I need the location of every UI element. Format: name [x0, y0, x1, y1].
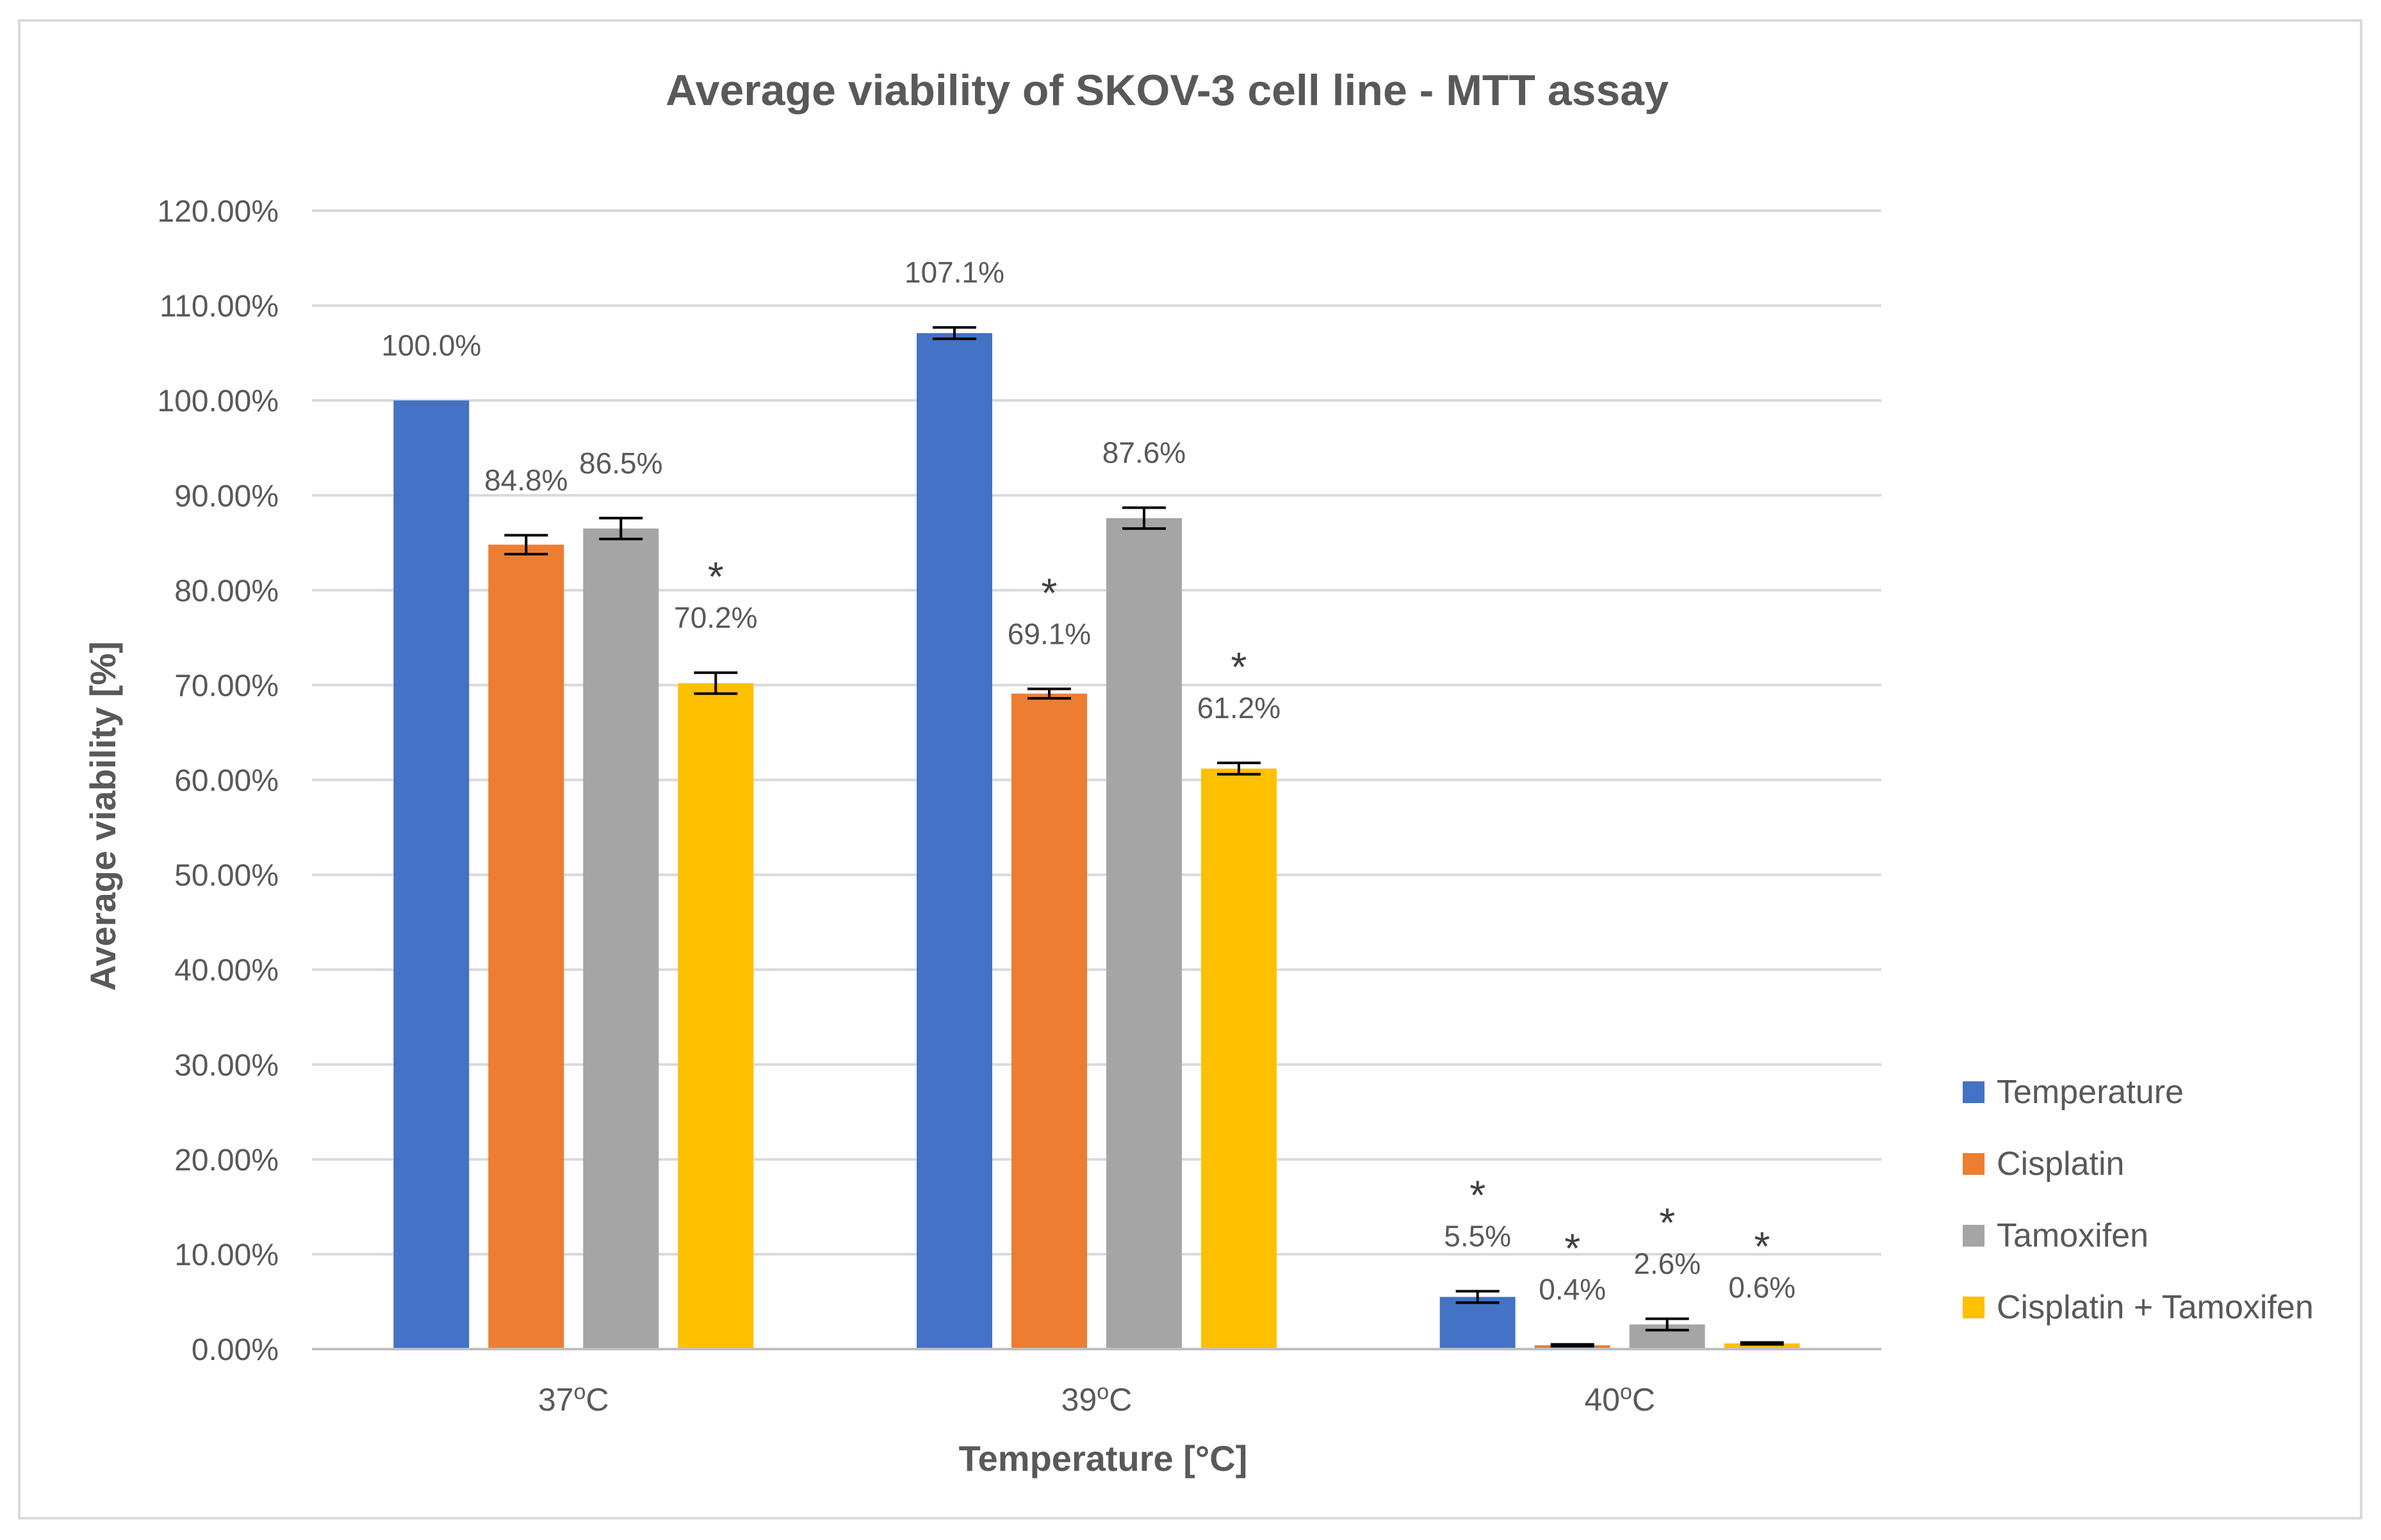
legend-label: Cisplatin + Tamoxifen [1997, 1289, 2314, 1326]
data-label: 61.2% [1197, 691, 1281, 725]
data-label: 70.2% [674, 601, 757, 634]
y-axis-title: Average viability [%] [83, 641, 123, 991]
significance-star: * [1042, 569, 1058, 616]
y-tick-label: 10.00% [174, 1238, 279, 1272]
data-label: 0.6% [1728, 1271, 1796, 1304]
chart-frame: Average viability of SKOV-3 cell line - … [18, 19, 2362, 1520]
bar [917, 333, 992, 1349]
significance-star: * [1659, 1200, 1675, 1246]
bar [393, 400, 470, 1349]
bar [1724, 1343, 1800, 1349]
y-tick-label: 0.00% [192, 1333, 279, 1367]
bar [1106, 518, 1182, 1349]
y-tick-label: 70.00% [174, 669, 279, 703]
bar [1439, 1297, 1516, 1349]
legend-label: Temperature [1997, 1074, 2184, 1111]
bar [678, 683, 754, 1349]
data-label: 100.0% [381, 329, 481, 362]
bar [1011, 693, 1087, 1349]
y-tick-label: 50.00% [174, 859, 279, 893]
bar [1201, 768, 1277, 1349]
x-category-label: 37oC [538, 1380, 609, 1418]
y-tick-label: 40.00% [174, 954, 279, 988]
y-tick-label: 110.00% [160, 290, 279, 324]
legend-swatch [1963, 1225, 1984, 1247]
x-category-label: 40oC [1584, 1380, 1655, 1418]
data-label: 2.6% [1633, 1247, 1701, 1281]
legend-label: Tamoxifen [1997, 1217, 2148, 1254]
legend-swatch [1963, 1297, 1984, 1318]
legend-swatch [1963, 1153, 1984, 1175]
bars: 100.0%107.1%5.5%*84.8%69.1%*0.4%*86.5% 87… [381, 256, 1800, 1350]
bar [488, 545, 564, 1349]
category-axis: 37oC 39oC 40oC [312, 1348, 1881, 1418]
data-label: 86.5% [579, 446, 662, 480]
significance-star: * [708, 553, 724, 600]
data-label: 69.1% [1008, 617, 1091, 650]
y-tick-label: 120.00% [158, 195, 279, 229]
chart-canvas: Average viability of SKOV-3 cell line - … [83, 66, 2314, 1479]
legend: Temperature Cisplatin Tamoxifen Cisplatin +… [1963, 1074, 2314, 1326]
data-label: 87.6% [1102, 436, 1186, 470]
significance-star: * [1754, 1224, 1770, 1270]
legend-swatch [1963, 1081, 1984, 1103]
y-tick-label: 20.00% [174, 1143, 279, 1177]
x-axis-title: Temperature [°C] [959, 1438, 1248, 1479]
chart-title: Average viability of SKOV-3 cell line - … [666, 66, 1669, 115]
data-label: 5.5% [1444, 1220, 1511, 1253]
data-label: 84.8% [484, 463, 568, 496]
x-category-label: 39oC [1061, 1380, 1133, 1418]
significance-star: * [1564, 1225, 1580, 1272]
y-tick-label: 90.00% [174, 479, 279, 513]
y-tick-label: 80.00% [174, 574, 279, 608]
significance-star: * [1469, 1172, 1485, 1218]
y-tick-label: 100.00% [158, 384, 279, 418]
data-label: 107.1% [904, 256, 1004, 289]
y-tick-label: 30.00% [174, 1049, 279, 1083]
data-label: 0.4% [1539, 1273, 1606, 1306]
y-tick-label: 60.00% [174, 764, 279, 798]
grid-lines: 0.00% 10.00% 20.00% 30.00% 40.00% 50.00% 60.00… [158, 195, 1881, 1367]
bar [583, 528, 659, 1350]
legend-label: Cisplatin [1997, 1145, 2124, 1183]
significance-star: * [1231, 644, 1247, 690]
